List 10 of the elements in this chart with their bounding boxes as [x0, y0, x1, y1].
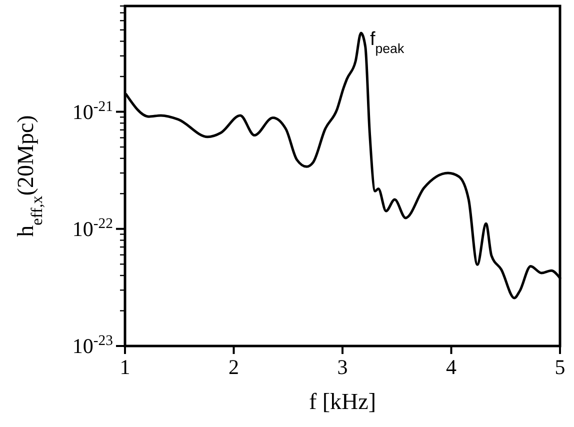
x-tick-label: 3 [337, 355, 348, 379]
x-tick-label: 4 [446, 355, 457, 379]
x-tick-label: 2 [228, 355, 239, 379]
x-axis-title: f [kHz] [308, 389, 376, 414]
annotation: f$_{peak}$ [370, 29, 404, 56]
y-tick-label: 10$^{-21}$ [72, 98, 113, 124]
x-tick-label: 1 [120, 355, 130, 379]
y-tick-label: 10$^{-22}$ [72, 216, 113, 241]
x-tick-label: 5 [554, 355, 566, 379]
y-tick-label: 10$^{-23}$ [72, 333, 113, 358]
